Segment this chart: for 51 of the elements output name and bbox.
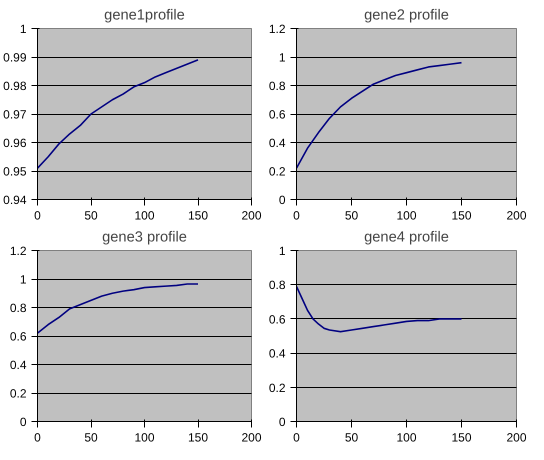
y-tick-label: 0.97 xyxy=(3,108,27,122)
x-tick-label: 50 xyxy=(84,208,98,222)
x-tick-label: 100 xyxy=(134,430,155,444)
y-tick-label: 0.96 xyxy=(3,136,27,150)
x-tick-label: 100 xyxy=(396,430,417,444)
x-tick-label: 150 xyxy=(188,208,208,222)
x-tick-label: 0 xyxy=(293,430,300,444)
y-tick-label: 0.6 xyxy=(268,108,286,122)
x-tick-label: 150 xyxy=(451,208,472,222)
y-tick-label: 0 xyxy=(278,415,286,429)
y-tick-label: 0.95 xyxy=(3,164,27,178)
x-tick-label: 0 xyxy=(34,430,42,444)
x-tick-label: 50 xyxy=(344,208,358,222)
y-tick-label: 0.94 xyxy=(3,193,27,207)
x-tick-label: 50 xyxy=(344,430,358,444)
y-tick-label: 0.8 xyxy=(268,278,286,292)
chart-title: gene2 profile xyxy=(364,8,449,24)
x-tick-label: 0 xyxy=(34,208,42,222)
y-tick-label: 0.6 xyxy=(268,312,286,326)
chart-title: gene4 profile xyxy=(364,230,449,246)
y-tick-label: 0.8 xyxy=(10,301,27,315)
y-tick-label: 0.98 xyxy=(3,79,27,93)
chart-title: gene3 profile xyxy=(102,230,187,246)
x-tick-label: 150 xyxy=(188,430,208,444)
x-tick-label: 200 xyxy=(241,208,262,222)
x-tick-label: 100 xyxy=(396,208,417,222)
y-tick-label: 1 xyxy=(278,244,286,258)
y-tick-label: 1 xyxy=(20,272,27,286)
x-tick-label: 200 xyxy=(506,430,527,444)
y-tick-label: 1 xyxy=(278,50,286,64)
x-tick-label: 0 xyxy=(293,208,300,222)
y-tick-label: 0.2 xyxy=(268,380,286,395)
x-tick-label: 150 xyxy=(451,430,472,444)
x-tick-label: 100 xyxy=(134,208,155,222)
y-tick-label: 0 xyxy=(278,193,286,207)
y-tick-label: 0.2 xyxy=(268,164,286,178)
chart-title: gene1profile xyxy=(104,8,185,24)
y-tick-label: 0.4 xyxy=(268,136,286,150)
y-tick-label: 0.4 xyxy=(10,358,27,372)
y-tick-label: 0.4 xyxy=(268,346,286,361)
y-tick-label: 0 xyxy=(20,415,27,429)
y-tick-label: 0.99 xyxy=(3,50,27,64)
x-tick-label: 50 xyxy=(84,430,98,444)
x-tick-label: 200 xyxy=(506,208,527,222)
x-tick-label: 200 xyxy=(241,430,262,444)
y-tick-label: 1.2 xyxy=(10,244,27,258)
y-tick-label: 1.2 xyxy=(268,22,286,36)
y-tick-label: 0.2 xyxy=(10,386,27,400)
y-tick-label: 0.6 xyxy=(10,330,27,344)
y-tick-label: 1 xyxy=(20,22,27,36)
y-tick-label: 0.8 xyxy=(268,79,286,93)
